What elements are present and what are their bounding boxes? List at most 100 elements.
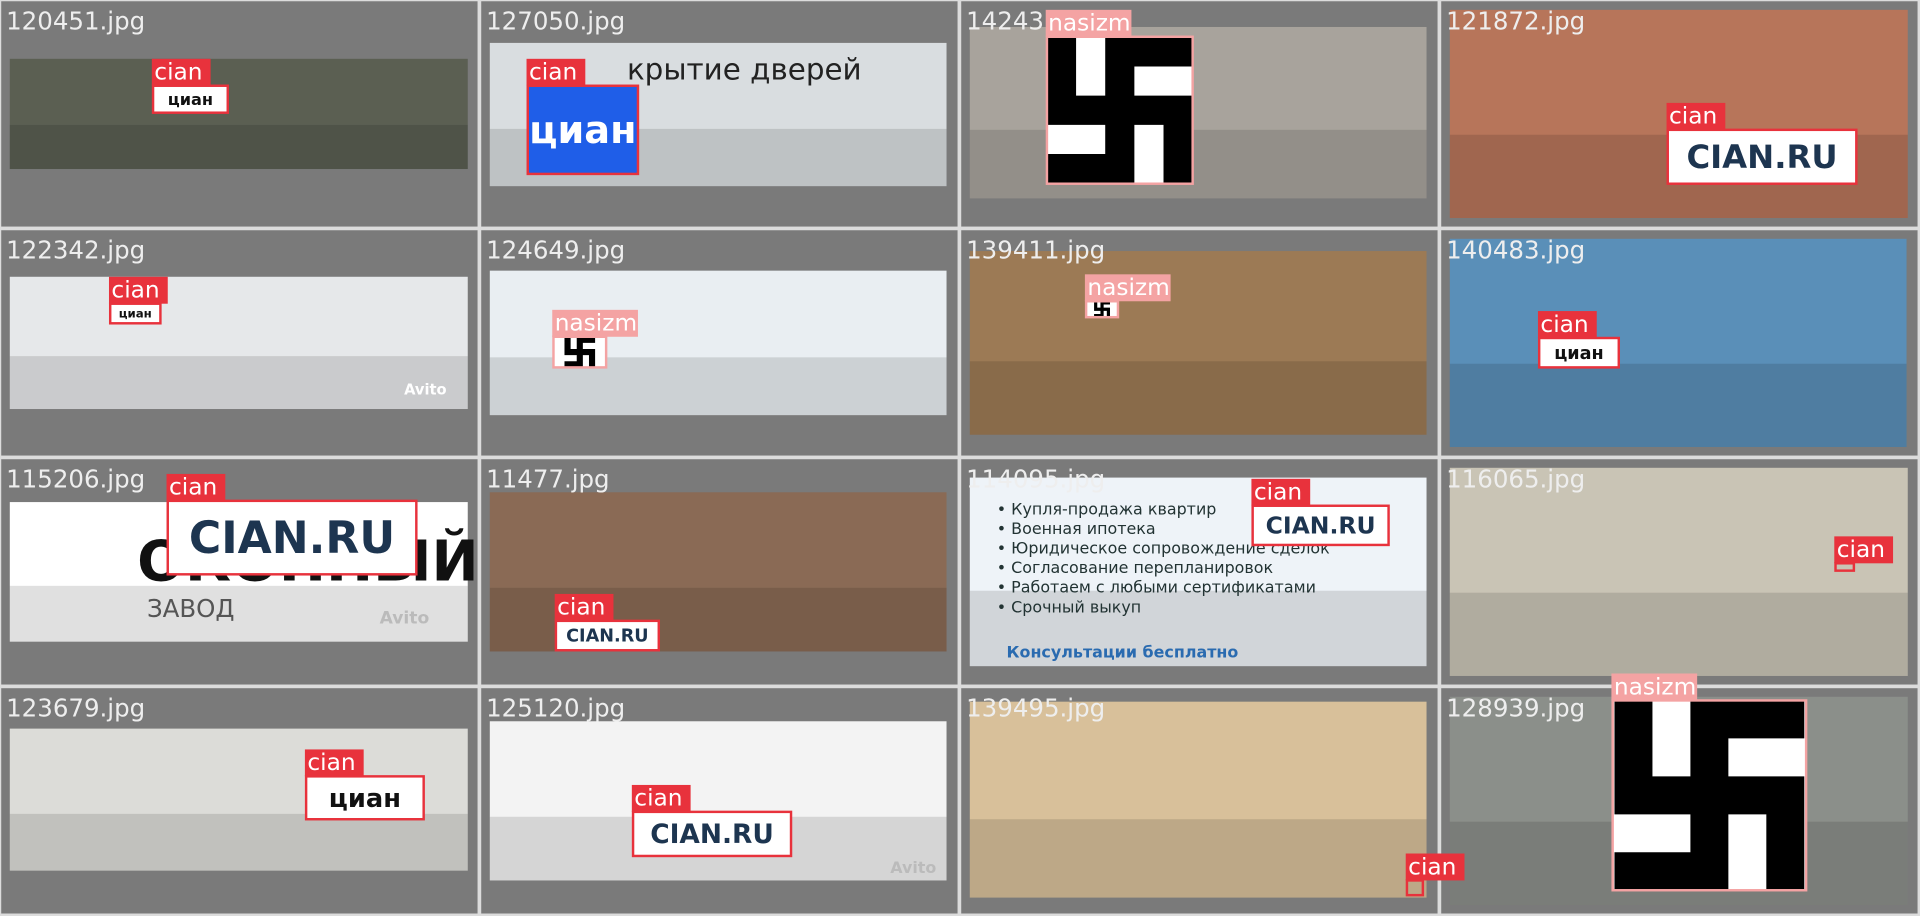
- detection-box: [1084, 300, 1120, 319]
- logo-bg: [306, 776, 424, 820]
- logo-text: циан: [119, 307, 152, 321]
- detection-label: cian: [307, 749, 355, 776]
- image-text: Avito: [380, 608, 430, 628]
- image-cell: 11477.jpg: [481, 459, 958, 685]
- label-bg: [631, 784, 691, 812]
- detections: циан cian: [108, 276, 168, 325]
- detection-label: nasizm: [1087, 274, 1169, 301]
- label-bg: [1537, 311, 1597, 338]
- label-bg: [1405, 853, 1465, 881]
- thumbnail-shade: [969, 590, 1427, 667]
- logo-text: циан: [329, 784, 401, 814]
- detection-label: cian: [1540, 311, 1588, 338]
- thumbnail-shade: [969, 361, 1427, 435]
- logo-text: CIAN.RU: [566, 627, 648, 647]
- detection-label: nasizm: [1048, 10, 1130, 37]
- label-bg: [108, 276, 168, 304]
- logo-text: CIAN.RU: [1686, 138, 1837, 176]
- image-cell: 116065.jpg: [1441, 459, 1918, 685]
- filename: 123679.jpg: [6, 693, 145, 722]
- filename: 139411.jpg: [966, 235, 1105, 264]
- thumbnail-shade: [1449, 592, 1908, 676]
- detections: CIAN.RU cian: [554, 594, 660, 652]
- logo-text: циан: [1554, 344, 1603, 364]
- logo-text: CIAN.RU: [650, 819, 774, 850]
- image-cell: 140483.jpg: [1441, 230, 1918, 456]
- image-cell: Avito 125120.jpg: [481, 688, 958, 914]
- label-bg: [1834, 536, 1894, 564]
- label-bg: [526, 58, 586, 86]
- symbol: [564, 336, 596, 368]
- detection-label: cian: [634, 785, 682, 812]
- thumbnail-shade: [9, 585, 468, 642]
- thumbnail: [9, 58, 468, 170]
- image-text: • Согласование перепланировок: [997, 558, 1274, 577]
- filename: 11477.jpg: [486, 464, 609, 493]
- image-text: ЗАВОД: [147, 594, 235, 623]
- logo-bg: [153, 85, 228, 113]
- detections: cian: [1405, 853, 1465, 897]
- thumbnail: [9, 276, 468, 410]
- detection-label: nasizm: [555, 310, 637, 337]
- detections: CIAN.RU cian: [631, 784, 793, 858]
- detection-label: cian: [154, 59, 202, 86]
- image-text: • Работаем с любыми сертификатами: [997, 578, 1316, 597]
- detections: циан cian: [304, 749, 425, 821]
- logo-bg: [527, 85, 638, 174]
- symbol: [1046, 37, 1193, 184]
- logo-bg: [1539, 338, 1619, 368]
- filename: 122342.jpg: [6, 235, 145, 264]
- logo-text: циан: [529, 108, 636, 153]
- image-text: • Юридическое сопровождение сделок: [997, 539, 1330, 558]
- image-cell: 139411.jpg: [961, 230, 1438, 456]
- image-cell: 121872.jpg: [1441, 1, 1918, 227]
- detection-label: cian: [1669, 103, 1717, 130]
- filename: 121872.jpg: [1446, 6, 1585, 35]
- thumbnail-shade: [9, 813, 468, 871]
- detection-label: cian: [1254, 479, 1302, 506]
- detections: nasizm: [1084, 274, 1171, 319]
- filename: 140483.jpg: [1446, 235, 1585, 264]
- image-text: • Военная ипотека: [997, 519, 1156, 538]
- detections: nasizm: [1045, 9, 1194, 185]
- logo-bg: [1667, 129, 1857, 184]
- detection-label: nasizm: [1614, 673, 1696, 700]
- image-text: • Срочный выкуп: [997, 597, 1141, 616]
- label-bg: [1611, 673, 1698, 701]
- thumbnail-shade: [1449, 363, 1907, 447]
- detection-label: cian: [111, 277, 159, 304]
- detections: CIAN.RU cian: [1251, 479, 1390, 547]
- detection-box: [1611, 699, 1808, 892]
- thumbnail: [969, 251, 1427, 435]
- detection-label: cian: [169, 474, 217, 501]
- logo-text: CIAN.RU: [1266, 512, 1376, 540]
- image-text: • Купля-продажа квартир: [997, 499, 1217, 518]
- label-bg: [1045, 9, 1132, 37]
- logo-text: циан: [168, 90, 213, 109]
- image-cell: 14243: [961, 1, 1438, 227]
- label-bg: [304, 749, 364, 777]
- image-cell: 139495.jpg: [961, 688, 1438, 914]
- image-text: крытие дверей: [627, 53, 862, 87]
- detections: циан cian: [151, 59, 229, 114]
- symbol: [1094, 301, 1110, 318]
- detection-label: cian: [557, 594, 605, 621]
- detections: циан cian: [1537, 311, 1620, 369]
- detection-box: [1666, 128, 1858, 185]
- detections: циан cian: [526, 58, 640, 176]
- filename: 125120.jpg: [486, 693, 625, 722]
- image-cell: 120451.jpg: [1, 1, 478, 227]
- logo-bg: [1252, 505, 1389, 545]
- thumbnail: [1449, 467, 1908, 676]
- filename: 114095.jpg: [966, 464, 1105, 493]
- symbol: [1614, 700, 1805, 891]
- filename: 120451.jpg: [6, 6, 145, 35]
- image-text: Avito: [890, 858, 936, 877]
- detections: CIAN.RU cian: [166, 474, 418, 576]
- filename: 127050.jpg: [486, 6, 625, 35]
- image-cell: Avito 122342.jpg: [1, 230, 478, 456]
- logo-bg: [167, 500, 417, 575]
- filename: 139495.jpg: [966, 693, 1105, 722]
- detections: cian: [1834, 536, 1894, 572]
